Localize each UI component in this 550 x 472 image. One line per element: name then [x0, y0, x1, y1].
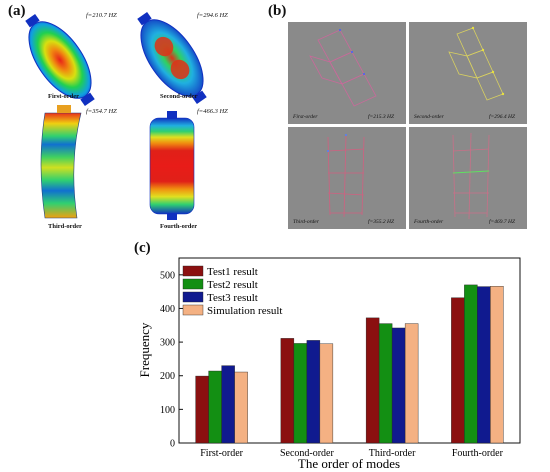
panel-b-tile-3: Third-order f=355.2 HZ — [288, 127, 406, 229]
panel-a-label: (a) — [8, 3, 26, 19]
legend-label: Test1 result — [207, 266, 258, 278]
x-tick-label: Fourth-order — [452, 448, 504, 459]
x-tick-label: Third-order — [369, 448, 416, 459]
bar-simulation-result-second-order — [319, 343, 334, 444]
legend-swatch — [182, 278, 204, 290]
legend-label: Simulation result — [207, 305, 282, 317]
panel-b-label: (b) — [268, 3, 287, 19]
legend-swatch — [182, 291, 204, 303]
bar-test3-result-second-order — [306, 340, 321, 444]
panel-b-tile-1: First-order f=215.3 HZ — [288, 22, 406, 124]
legend-swatch — [182, 265, 204, 277]
mode-shape-first — [25, 13, 95, 107]
bar-test2-result-second-order — [293, 343, 308, 444]
legend-swatch — [182, 304, 204, 316]
y-tick-label: 500 — [160, 270, 175, 281]
panel-a-caption-4: Fourth-order — [160, 223, 198, 230]
bar-test3-result-first-order — [221, 365, 235, 444]
bar-simulation-result-fourth-order — [490, 286, 504, 444]
panel-c-label: (c) — [134, 240, 151, 256]
legend-label: Test3 result — [207, 292, 258, 304]
panel-b-freq-3: f=355.2 HZ — [368, 219, 395, 225]
panel-a-freq-1: f=210.7 HZ — [86, 12, 117, 19]
bar-test1-result-fourth-order — [451, 297, 465, 444]
bar-simulation-result-first-order — [234, 371, 248, 444]
panel-a-freq-4: f=466.3 HZ — [197, 108, 228, 115]
legend-label: Test2 result — [207, 279, 258, 291]
panel-b-freq-2: f=296.4 HZ — [489, 114, 516, 120]
bar-test2-result-fourth-order — [464, 284, 478, 444]
y-tick-label: 400 — [160, 304, 175, 315]
panel-b-freq-4: f=469.7 HZ — [489, 219, 516, 225]
panel-b-caption-3: Third-order — [293, 219, 319, 225]
panel-b-caption-4: Fourth-order — [414, 219, 444, 225]
y-tick-label: 300 — [160, 338, 175, 349]
bar-test2-result-third-order — [378, 323, 393, 444]
y-tick-label: 200 — [160, 371, 175, 382]
mode-shape-third — [40, 105, 82, 219]
bar-test1-result-second-order — [280, 338, 295, 444]
panel-a-figure — [25, 11, 207, 220]
bar-test3-result-third-order — [391, 327, 406, 444]
panel-b-caption-1: First-order — [293, 114, 318, 120]
panel-b-freq-1: f=215.3 HZ — [368, 114, 395, 120]
plot-frame — [178, 257, 521, 444]
y-axis-label: Frequency — [137, 322, 152, 377]
y-tick-label: 100 — [160, 405, 175, 416]
panel-b-caption-2: Second-order — [414, 114, 444, 120]
panel-b-tile-2: Second-order f=296.4 HZ — [409, 22, 527, 124]
panel-a-caption-3: Third-order — [48, 223, 82, 230]
panel-a-caption-2: Second-order — [160, 93, 198, 100]
bar-simulation-result-third-order — [404, 323, 419, 444]
panel-a-freq-3: f=354.7 HZ — [86, 108, 117, 115]
bar-test2-result-first-order — [208, 370, 222, 444]
bar-test3-result-fourth-order — [477, 286, 491, 444]
x-axis-label: The order of modes — [298, 456, 400, 471]
mode-shape-fourth — [149, 111, 195, 220]
panel-b-tile-4: Fourth-order f=469.7 HZ — [409, 127, 527, 229]
bar-test1-result-first-order — [195, 375, 209, 444]
mode-shape-second — [137, 11, 207, 105]
x-tick-label: First-order — [200, 448, 243, 459]
panel-a-freq-2: f=294.6 HZ — [197, 12, 228, 19]
x-tick-label: Second-order — [280, 448, 335, 459]
y-tick-label: 0 — [170, 439, 175, 450]
panel-a-caption-1: First-order — [48, 93, 80, 100]
bar-test1-result-third-order — [365, 317, 380, 444]
